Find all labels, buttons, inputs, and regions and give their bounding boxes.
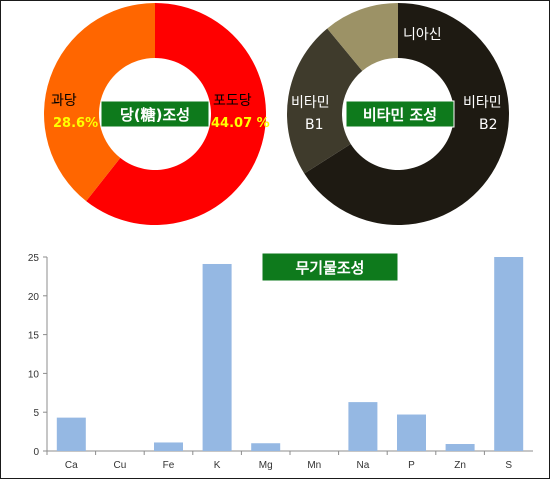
sugar-donut-chart: 과당 28.6% 포도당 44.07 % 당(糖)조성 [43, 3, 270, 225]
bar-s [494, 257, 524, 451]
vitamin-chart-title: 비타민 조성 [363, 106, 437, 124]
x-tick-label-mg: Mg [259, 460, 273, 471]
x-tick-label-ca: Ca [65, 460, 78, 471]
x-tick-label-zn: Zn [454, 460, 466, 471]
mineral-bar-chart: 0 5 10 15 20 25 Ca Cu Fe K Mg Mn Na P Zn S 무기물조성 [28, 252, 533, 471]
x-tick-label-fe: Fe [163, 460, 175, 471]
sugar-donut-slices [43, 3, 266, 225]
y-tick-label-4: 20 [28, 292, 40, 303]
vitamin-slice-0 [304, 3, 510, 225]
bar-ca [56, 417, 86, 451]
bar-na [348, 402, 378, 451]
slice-label-glucose: 포도당 [213, 93, 252, 109]
y-tick-label-2: 10 [28, 369, 40, 380]
x-tick-label-p: P [408, 460, 415, 471]
slice-value-fructose: 28.6% [53, 116, 98, 131]
x-tick-label-s: S [505, 460, 512, 471]
x-tick-label-mn: Mn [307, 460, 321, 471]
bar-k [202, 263, 232, 451]
y-tick-label-1: 5 [33, 408, 39, 419]
y-tick-label-5: 25 [28, 253, 40, 264]
y-tick-label-0: 0 [33, 447, 39, 458]
slice-label-b2-line1: 비타민 [463, 95, 502, 111]
slice-label-b2-line2: B2 [479, 117, 498, 133]
sugar-title-box [100, 100, 210, 128]
vitamin-title-box [345, 100, 455, 128]
slice-label-b1-line2: B1 [305, 117, 324, 133]
x-tick-label-na: Na [357, 460, 370, 471]
vitamin-donut-chart: 비타민 B1 비타민 B2 니아신 비타민 조성 [287, 2, 510, 225]
slice-label-b1-line1: 비타민 [291, 95, 330, 111]
bars [56, 257, 524, 451]
sugar-slice-1 [43, 3, 155, 202]
vitamin-slice-2 [327, 2, 398, 71]
x-axis-labels: Ca Cu Fe K Mg Mn Na P Zn S [46, 451, 512, 471]
bar-fe [154, 442, 183, 451]
x-tick-label-k: K [214, 460, 221, 471]
slice-label-fructose: 과당 [51, 93, 77, 109]
y-axis-ticks: 0 5 10 15 20 25 [28, 253, 47, 458]
sugar-chart-title: 당(糖)조성 [120, 106, 190, 124]
slice-value-glucose: 44.07 % [211, 116, 270, 131]
y-tick-label-3: 15 [28, 331, 40, 342]
mineral-chart-title: 무기물조성 [295, 259, 364, 277]
bar-mg [251, 443, 281, 451]
vitamin-slice-1 [287, 28, 363, 174]
bar-zn [445, 444, 475, 451]
x-tick-label-cu: Cu [114, 460, 127, 471]
bar-p [397, 414, 426, 451]
mineral-title-box [261, 252, 399, 282]
slice-label-niacin: 니아신 [403, 27, 442, 43]
vitamin-donut-slices [287, 2, 510, 225]
sugar-slice-0 [86, 3, 266, 225]
